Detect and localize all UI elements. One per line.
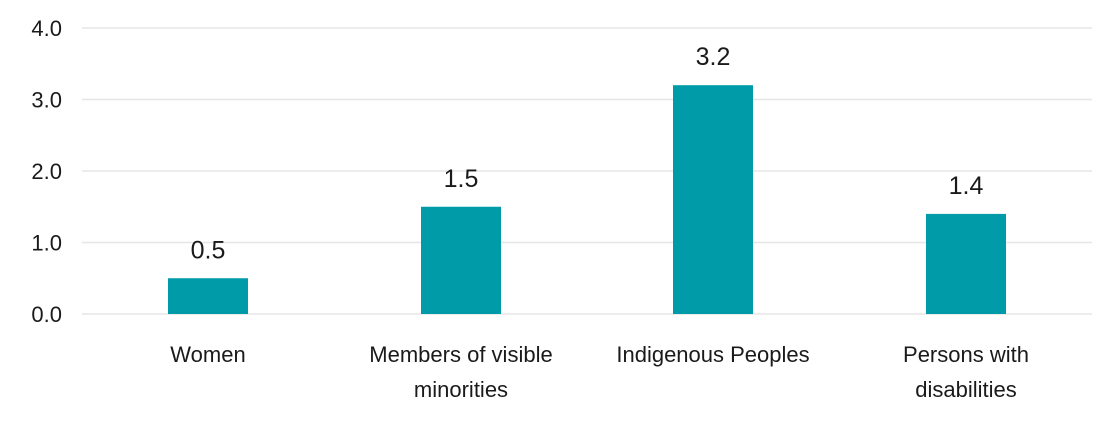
y-tick-label: 4.0: [31, 16, 62, 41]
category-label: Women: [170, 342, 245, 367]
y-tick-label: 0.0: [31, 302, 62, 327]
category-label: Persons with: [903, 342, 1029, 367]
gridlines: [82, 27, 1092, 315]
data-labels: 0.5 1.5 3.2 1.4: [191, 43, 984, 264]
bars: [168, 85, 1006, 314]
data-label: 1.4: [949, 172, 984, 200]
bar-0: [168, 278, 248, 314]
bar-2: [673, 85, 753, 314]
category-label: disabilities: [915, 377, 1017, 402]
y-tick-label: 1.0: [31, 231, 62, 256]
data-label: 1.5: [444, 165, 479, 193]
category-label: minorities: [414, 377, 508, 402]
y-tick-label: 2.0: [31, 159, 62, 184]
bar-1: [421, 206, 501, 314]
category-label: Members of visible: [369, 342, 552, 367]
data-label: 3.2: [696, 43, 731, 71]
bar-3: [926, 213, 1006, 314]
y-tick-label: 3.0: [31, 88, 62, 113]
y-axis-ticks: 0.0 1.0 2.0 3.0 4.0: [31, 16, 62, 327]
data-label: 0.5: [191, 236, 226, 264]
category-label: Indigenous Peoples: [616, 342, 809, 367]
category-labels: Women Members of visible minorities Indigen…: [170, 342, 1029, 402]
